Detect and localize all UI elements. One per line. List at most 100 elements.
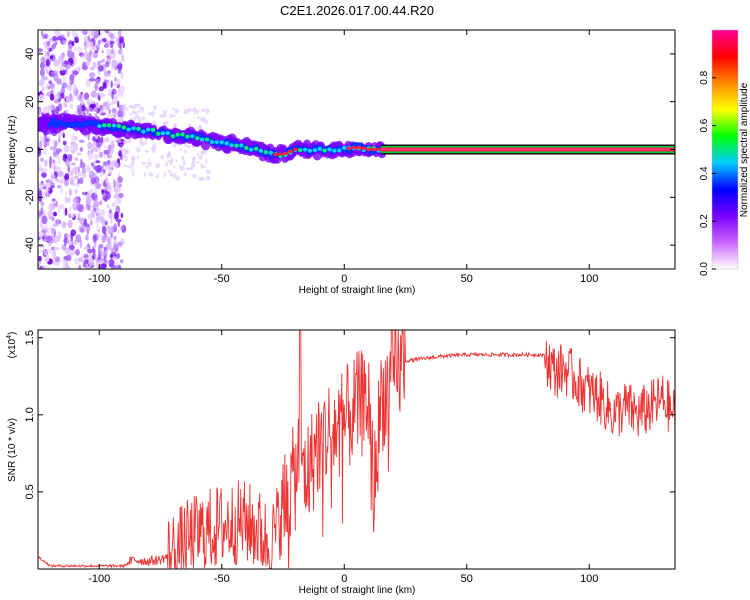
noise-speck	[71, 134, 74, 143]
x-tick-label: 100	[580, 273, 598, 285]
noise-speck	[86, 164, 90, 174]
noise-speck	[175, 159, 178, 163]
noise-speck	[64, 174, 67, 181]
noise-speck	[108, 236, 112, 245]
noise-speck	[69, 178, 74, 186]
noise-speck	[95, 225, 102, 231]
noise-speck	[81, 253, 84, 261]
noise-speck	[54, 246, 60, 251]
noise-speck	[53, 61, 60, 67]
noise-speck	[72, 202, 76, 209]
noise-speck	[106, 104, 110, 111]
spectrogram-noise-layer	[38, 30, 212, 269]
noise-speck	[59, 34, 65, 39]
ridge-core	[165, 131, 170, 136]
noise-speck	[87, 152, 94, 161]
snr-scale-suffix: )	[7, 332, 18, 335]
noise-speck	[104, 30, 110, 34]
noise-speck	[184, 142, 188, 148]
noise-speck	[84, 257, 88, 267]
noise-speck	[52, 159, 55, 164]
noise-speck	[192, 157, 196, 164]
ridge-peak	[361, 146, 367, 151]
y-tick-label: -40	[24, 237, 36, 253]
noise-speck	[119, 225, 125, 231]
noise-speck	[57, 171, 64, 178]
noise-speck	[124, 139, 128, 144]
noise-speck	[108, 166, 113, 174]
ridge-core	[214, 140, 219, 145]
noise-speck	[115, 196, 122, 205]
noise-speck	[137, 110, 141, 113]
noise-speck	[100, 218, 106, 223]
noise-speck	[74, 166, 78, 175]
ridge-peak	[292, 147, 298, 152]
noise-speck	[46, 50, 50, 57]
ridge-core	[141, 129, 146, 134]
noise-speck	[164, 161, 169, 167]
noise-speck	[105, 136, 110, 143]
noise-speck	[200, 177, 206, 180]
noise-speck	[52, 249, 57, 259]
noise-speck	[193, 112, 197, 115]
noise-speck	[69, 144, 73, 153]
noise-speck	[205, 169, 211, 175]
noise-speck	[64, 197, 71, 204]
noise-speck	[152, 149, 155, 154]
noise-speck	[95, 206, 100, 212]
noise-speck	[93, 176, 100, 184]
noise-speck	[65, 94, 71, 104]
noise-speck	[144, 139, 148, 146]
noise-speck	[110, 232, 113, 238]
noise-speck	[44, 141, 48, 148]
noise-speck	[109, 40, 114, 49]
y-tick-label: 40	[24, 48, 36, 60]
ridge-core	[248, 147, 254, 152]
ridge-core	[155, 131, 161, 136]
y-tick-label: 1.5	[24, 330, 36, 345]
noise-speck	[40, 206, 44, 215]
noise-speck	[51, 232, 55, 238]
noise-speck	[68, 206, 72, 211]
noise-speck	[124, 155, 128, 162]
ridge-core	[106, 123, 112, 128]
noise-speck	[79, 217, 85, 225]
ridge-band-core	[381, 148, 675, 151]
noise-speck	[115, 205, 121, 215]
ridge-peak	[351, 145, 357, 150]
noise-speck	[204, 158, 208, 164]
noise-speck	[79, 162, 86, 169]
noise-speck	[83, 92, 89, 100]
ridge-core	[244, 145, 249, 150]
noise-speck	[55, 106, 60, 115]
noise-speck	[74, 157, 79, 161]
ridge-peak	[273, 152, 279, 157]
noise-speck	[88, 50, 92, 57]
noise-speck	[46, 44, 51, 51]
noise-speck	[125, 150, 128, 154]
noise-speck	[54, 140, 58, 147]
noise-speck	[108, 258, 115, 267]
noise-speck	[131, 161, 135, 168]
snr-x-label: Height of straight line (km)	[299, 585, 416, 596]
noise-speck	[67, 213, 71, 218]
noise-speck	[55, 200, 58, 207]
noise-speck	[78, 139, 85, 143]
noise-speck	[67, 154, 73, 162]
noise-speck	[106, 186, 112, 192]
x-tick-label: 50	[461, 273, 473, 285]
spectrogram-y-label: Frequency (Hz)	[7, 116, 18, 185]
snr-scale-exponent: 4	[6, 335, 13, 339]
noise-speck	[66, 237, 70, 244]
ridge-core	[239, 143, 244, 148]
noise-speck	[77, 166, 80, 173]
noise-speck	[69, 74, 75, 81]
noise-speck	[97, 70, 102, 75]
noise-speck	[56, 78, 62, 85]
noise-speck	[77, 212, 81, 218]
noise-speck	[81, 64, 88, 71]
noise-speck	[61, 221, 67, 229]
ridge-core	[136, 126, 141, 131]
noise-speck	[74, 189, 78, 194]
noise-speck	[95, 212, 99, 217]
